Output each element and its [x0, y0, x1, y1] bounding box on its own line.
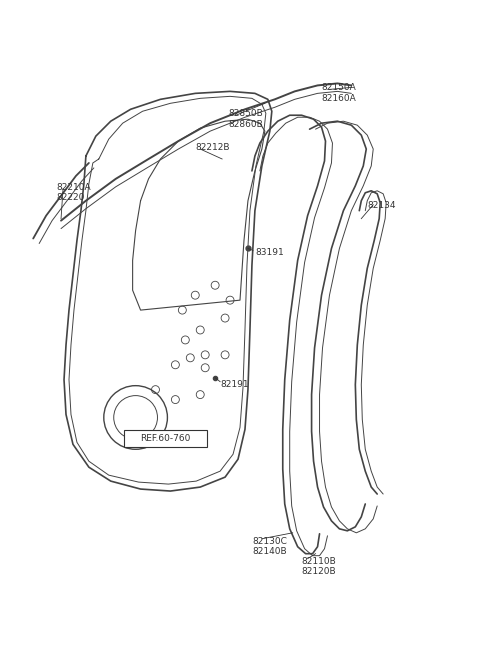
Text: 82850B
82860B: 82850B 82860B [228, 109, 263, 128]
Text: 82130C
82140B: 82130C 82140B [252, 537, 287, 556]
Text: 82110B
82120B: 82110B 82120B [301, 557, 336, 576]
FancyBboxPatch shape [124, 430, 207, 447]
Text: 82191: 82191 [220, 380, 249, 388]
Text: 82210A
82220: 82210A 82220 [56, 183, 91, 202]
Text: 82212B: 82212B [195, 143, 230, 152]
Text: 83191: 83191 [255, 248, 284, 257]
Text: 82134: 82134 [367, 200, 396, 210]
Text: 82150A
82160A: 82150A 82160A [322, 83, 356, 103]
Text: REF.60-760: REF.60-760 [140, 434, 191, 443]
